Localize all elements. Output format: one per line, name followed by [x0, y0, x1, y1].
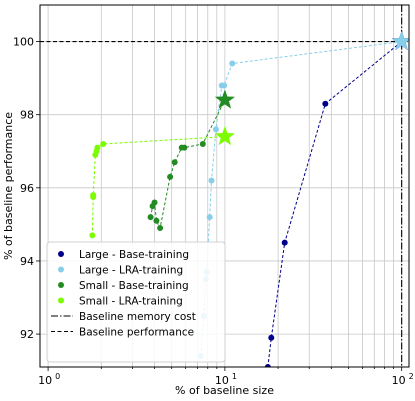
x-tick-exponent: 1 — [232, 372, 237, 381]
series-line — [267, 41, 402, 367]
data-point — [151, 199, 158, 206]
series-small-lra-training — [89, 125, 236, 239]
y-tick-label: 100 — [13, 36, 34, 49]
data-point — [322, 100, 329, 107]
y-tick-label: 94 — [20, 255, 34, 268]
data-point — [208, 177, 215, 184]
data-point — [89, 232, 96, 239]
reference-lines — [40, 5, 409, 367]
x-axis-label: % of baseline size — [175, 384, 274, 397]
legend-label: Large - Base-training — [79, 249, 189, 261]
y-axis-label: % of baseline performance — [2, 112, 15, 260]
data-point — [221, 82, 228, 89]
y-tick-label: 96 — [20, 182, 34, 195]
data-point — [147, 214, 154, 221]
legend-label: Baseline memory cost — [79, 311, 196, 323]
x-tick-label: 10 — [215, 374, 229, 387]
data-point — [153, 217, 160, 224]
x-tick-label: 10 — [392, 374, 406, 387]
data-point — [100, 140, 107, 147]
series-large-lra-training — [197, 30, 409, 360]
legend-label: Small - Base-training — [79, 280, 189, 292]
y-tick-label: 92 — [20, 328, 34, 341]
data-point — [212, 126, 219, 133]
series-line — [150, 99, 226, 230]
series-small-base-training — [147, 89, 236, 232]
data-point — [90, 193, 97, 200]
legend-label: Baseline performance — [79, 327, 194, 339]
y-tick-label: 98 — [20, 109, 34, 122]
series-large-base-training — [264, 30, 409, 367]
x-tick-exponent: 2 — [409, 372, 414, 381]
legend-marker — [58, 251, 64, 257]
data-point — [199, 140, 206, 147]
legend-marker — [58, 297, 64, 304]
data-point — [281, 239, 288, 246]
legend-marker — [58, 282, 64, 288]
x-tick-exponent: 0 — [55, 372, 60, 381]
legend-label: Large - LRA-training — [79, 265, 183, 277]
data-point — [264, 364, 271, 367]
grid — [40, 5, 409, 367]
x-tick-label: 10 — [38, 374, 52, 387]
data-point — [94, 144, 101, 151]
data-point — [157, 225, 164, 232]
data-point — [268, 334, 275, 341]
data-point — [171, 159, 178, 166]
legend-box — [46, 241, 226, 363]
data-point — [167, 173, 174, 180]
legend: Large - Base-training Large - LRA-trainin… — [46, 241, 226, 363]
data-point — [206, 214, 213, 221]
legend-marker — [58, 266, 64, 273]
star-marker — [214, 89, 236, 109]
data-point — [181, 144, 188, 151]
legend-label: Small - LRA-training — [79, 296, 183, 308]
star-marker — [214, 125, 236, 146]
data-point — [229, 60, 236, 67]
series-line — [200, 41, 402, 357]
